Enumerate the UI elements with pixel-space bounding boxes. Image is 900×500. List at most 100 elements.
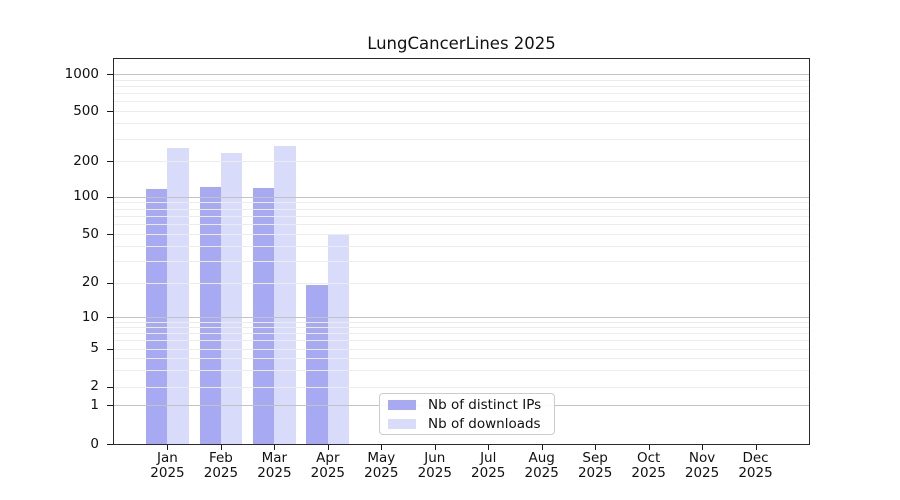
gridline-minor [114,215,809,217]
x-tick-label-month: Jun [424,450,446,466]
y-tick-label: 20 [81,274,99,290]
gridline-minor [114,357,809,359]
x-tick-label: Sep 2025 [560,451,630,481]
gridline-minor [114,261,809,263]
x-tick [167,445,169,450]
x-tick-label-year: 2025 [310,465,346,481]
x-tick-label: May 2025 [346,451,416,481]
gridline-minor [114,327,809,329]
gridline-minor [114,245,809,247]
x-tick [327,445,329,450]
y-tick-label: 50 [81,225,99,242]
gridline-minor [114,321,809,323]
x-tick-label-month: Nov [688,450,716,466]
y-tick [107,234,113,235]
y-tick [107,386,113,388]
legend: Nb of distinct IPs Nb of downloads [379,393,555,435]
x-tick-label-year: 2025 [524,465,559,481]
gridline-minor [114,333,809,335]
legend-label: Nb of distinct IPs [428,396,542,413]
bar-distinct-ips-mar [252,187,275,444]
gridline-minor [114,161,809,162]
x-tick [702,445,704,450]
legend-item: Nb of distinct IPs [388,397,546,413]
gridline-minor [114,202,809,204]
chart-title: LungCancerLines 2025 [367,34,556,53]
x-tick-label-month: May [367,450,396,466]
x-tick-label: Apr 2025 [293,451,363,481]
x-tick-label-year: 2025 [417,465,452,481]
x-tick-label-year: 2025 [257,465,292,481]
gridline-minor [114,348,809,350]
x-tick-label-year: 2025 [203,465,239,481]
x-tick-label: Dec 2025 [721,451,791,481]
x-tick-label: Oct 2025 [614,451,684,481]
y-tick [107,405,113,406]
y-tick [107,74,113,75]
gridline-minor [114,85,809,87]
y-tick-label: 5 [90,340,99,356]
bar-downloads-mar [274,145,296,444]
y-tick-label: 10 [81,308,99,325]
x-tick-label-month: Sep [582,450,608,466]
x-tick-label: Jan 2025 [132,451,202,481]
gridline-minor [114,101,809,103]
x-tick-label-year: 2025 [684,465,720,481]
x-tick-label-year: 2025 [577,465,613,481]
x-tick [220,445,222,450]
bar-distinct-ips-jan [146,189,168,444]
gridline-major [114,317,809,318]
x-tick [381,445,383,450]
gridline-minor [114,369,809,371]
y-tick-label: 1000 [64,65,99,82]
x-tick-label-month: Feb [208,450,233,466]
y-tick [107,196,113,198]
y-tick-label: 0 [90,435,99,452]
bar-distinct-ips-apr [306,285,328,444]
x-tick-label: Jun 2025 [400,451,470,481]
y-tick [107,348,113,350]
x-tick-label: Nov 2025 [667,451,737,481]
x-tick-label-month: Aug [528,450,555,466]
x-tick-label-month: Apr [316,450,340,466]
x-tick [434,445,436,450]
x-tick-label-month: Oct [636,450,661,466]
gridline-major [114,196,809,198]
plot-area: Nb of distinct IPs Nb of downloads [113,58,810,445]
gridline-minor [114,386,809,388]
gridline-minor [114,234,809,235]
gridline-minor [114,224,809,226]
y-tick-label: 1 [90,396,99,413]
x-tick-label-month: Dec [742,450,769,466]
y-tick [107,317,113,318]
bar-downloads-apr [327,235,350,444]
x-tick-label-month: Mar [261,450,288,466]
legend-swatch-distinct-ips [388,399,416,410]
y-tick-label: 100 [73,188,99,204]
y-tick [107,111,113,112]
x-tick-label-year: 2025 [471,465,506,481]
x-tick-label-year: 2025 [364,465,399,481]
y-tick-label: 200 [73,152,99,169]
gridline-minor [114,93,809,95]
gridline-minor [114,282,809,284]
x-tick [755,445,757,450]
x-tick [274,445,276,450]
gridline-minor [114,123,809,125]
bar-distinct-ips-feb [199,186,221,444]
gridline-minor [114,79,809,81]
bar-downloads-jan [167,147,189,444]
legend-swatch-downloads [388,418,416,429]
x-tick-label-year: 2025 [738,465,773,481]
x-tick [541,445,543,450]
x-tick [488,445,490,450]
x-tick-label-year: 2025 [631,465,666,481]
gridline-minor [114,111,809,112]
gridline-minor [114,208,809,210]
x-tick [595,445,597,450]
x-tick-label-month: Jan [157,450,178,466]
x-tick-label: Feb 2025 [186,451,256,481]
y-tick-label: 2 [90,378,99,394]
legend-item: Nb of downloads [388,416,546,432]
